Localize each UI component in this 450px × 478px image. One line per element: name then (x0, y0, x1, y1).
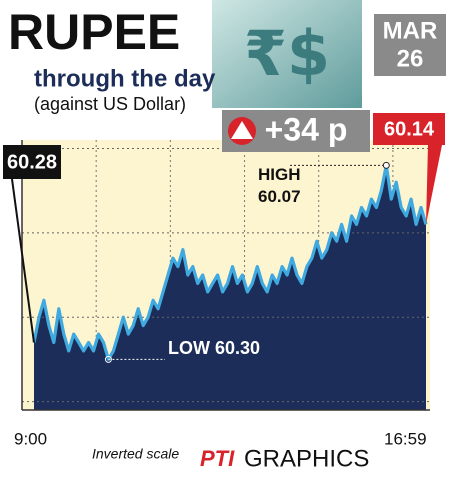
currency-symbols: ₹$ (244, 17, 330, 90)
change-value: +34 p (265, 111, 348, 147)
x-tick-label: 9:00 (14, 429, 47, 448)
subtitle-note: (against US Dollar) (34, 94, 186, 114)
high-label: HIGH (258, 165, 301, 184)
close-box (373, 113, 445, 145)
close-label: 60.14 (384, 118, 435, 140)
open-pointer (11, 178, 35, 343)
date-day: 26 (397, 45, 424, 72)
area (34, 165, 426, 410)
currency-icon (212, 0, 362, 108)
plot (21, 140, 430, 411)
source-text: GRAPHICS (244, 445, 369, 472)
source-logo: PTI (200, 446, 235, 471)
low-marker (104, 355, 112, 363)
low-label: LOW 60.30 (168, 338, 260, 358)
open-label: 60.28 (7, 151, 57, 173)
close-pointer (426, 145, 442, 225)
change-arrow (231, 121, 253, 139)
date-box (374, 14, 446, 76)
scale-note: Inverted scale (92, 446, 179, 462)
x-tick-label: 16:59 (384, 429, 427, 448)
subtitle: through the day (34, 65, 216, 92)
line (32, 163, 428, 361)
date-month: MAR (383, 17, 438, 44)
high-marker (382, 161, 390, 169)
high-value: 60.07 (258, 187, 301, 206)
open-box (3, 145, 61, 179)
chart-title: RUPEE (8, 4, 180, 60)
